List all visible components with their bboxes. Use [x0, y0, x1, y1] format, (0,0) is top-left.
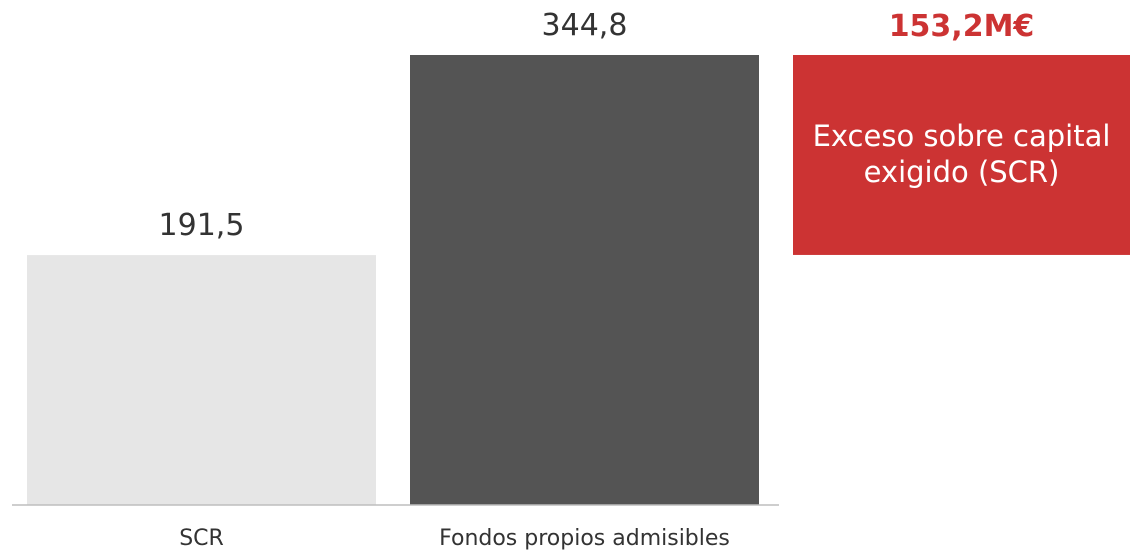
value-label-0: 191,5: [159, 208, 245, 243]
category-label-1: Fondos propios admisibles: [439, 526, 730, 551]
excess-value-label: 153,2M€: [889, 9, 1035, 44]
bar-1: [410, 55, 759, 505]
bars-layer: [27, 55, 759, 505]
excess-text-line-1: exigido (SCR): [864, 155, 1060, 189]
category-label-0: SCR: [179, 526, 224, 551]
excess-text-line-0: Exceso sobre capital: [813, 119, 1111, 153]
labels-layer: 191,5 SCR 344,8 Fondos propios admisibles: [159, 8, 730, 551]
bar-0: [27, 255, 376, 505]
value-label-1: 344,8: [542, 8, 628, 43]
excess-box: [793, 55, 1130, 255]
